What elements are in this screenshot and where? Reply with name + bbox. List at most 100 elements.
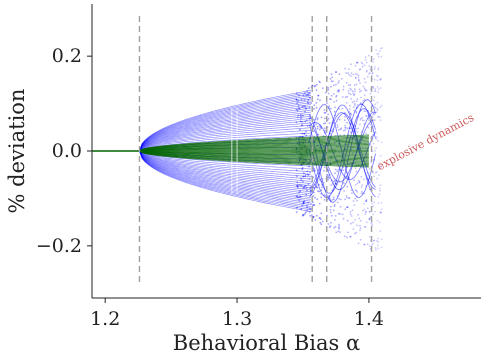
chaotic-point — [304, 110, 306, 113]
chaotic-point — [365, 132, 367, 135]
chaotic-point — [302, 214, 304, 217]
chaotic-point — [336, 90, 339, 93]
chaotic-point — [330, 221, 332, 224]
orbit-curve-inner-lower — [139, 150, 369, 157]
chaotic-point — [323, 117, 326, 120]
chaotic-point — [299, 128, 301, 131]
chaotic-point — [351, 192, 353, 195]
chaotic-point — [338, 223, 340, 226]
chaotic-point — [312, 130, 315, 133]
orbit-curve-outer-upper — [139, 91, 311, 152]
orbit-curve-inner-upper — [139, 145, 369, 152]
orbit-curve-outer-lower — [139, 150, 311, 180]
chaotic-point — [338, 128, 340, 131]
orbit-curve-inner-lower — [139, 150, 369, 154]
chaotic-point — [306, 205, 308, 207]
chaotic-point — [300, 177, 302, 180]
chaotic-point — [326, 102, 328, 105]
chaotic-point — [308, 177, 311, 180]
orbit-curve-outer-lower — [139, 150, 311, 206]
chaotic-point — [355, 127, 357, 130]
chaotic-point — [296, 195, 299, 198]
chaotic-point — [327, 178, 329, 181]
chaotic-point — [377, 140, 380, 143]
chaotic-point — [329, 98, 331, 100]
chaotic-point — [346, 185, 349, 188]
chaotic-point — [332, 180, 335, 183]
chaotic-point — [380, 47, 382, 50]
chaotic-point — [315, 89, 318, 92]
chaotic-point — [303, 200, 306, 203]
chaotic-point — [360, 102, 362, 105]
chaotic-point — [344, 208, 347, 211]
chaotic-point — [379, 116, 382, 118]
chaotic-point — [364, 110, 367, 113]
chaotic-point — [371, 171, 374, 174]
chaotic-point — [368, 235, 371, 238]
chaotic-point — [312, 215, 315, 218]
chaotic-point — [309, 117, 311, 120]
chaotic-point — [353, 232, 356, 235]
chaotic-point — [377, 68, 380, 71]
chaotic-point — [349, 213, 352, 216]
chaotic-point — [357, 242, 360, 245]
chaotic-point — [366, 75, 369, 78]
orbit-curve-outer-upper — [139, 111, 311, 152]
chaotic-point — [313, 204, 316, 206]
chaotic-point — [365, 198, 368, 201]
chaotic-point — [313, 104, 316, 107]
chaotic-point — [350, 222, 352, 225]
chaotic-point — [360, 186, 363, 189]
chaotic-point — [364, 89, 367, 92]
chaotic-point — [344, 67, 347, 70]
chaotic-point — [365, 221, 368, 224]
chaotic-point — [342, 217, 345, 220]
chaotic-point — [353, 88, 356, 90]
chaotic-point — [344, 198, 346, 201]
chaotic-point — [341, 107, 344, 110]
chaotic-point — [360, 89, 363, 92]
chaotic-point — [374, 171, 377, 174]
chaotic-point — [355, 170, 358, 173]
chaotic-point — [353, 94, 355, 96]
chaotic-point — [352, 200, 355, 203]
chaotic-point — [305, 134, 308, 137]
chaotic-point — [312, 204, 315, 207]
chaotic-point — [361, 62, 364, 65]
chaotic-point — [371, 72, 374, 74]
chaotic-point — [356, 62, 358, 64]
chaotic-point — [368, 245, 371, 248]
chaotic-point — [374, 88, 377, 90]
orbit-curve-outer-lower — [139, 150, 311, 173]
chaotic-point — [356, 199, 358, 202]
chaotic-point — [309, 189, 312, 192]
chaotic-point — [377, 52, 380, 55]
chaotic-point — [295, 169, 298, 172]
chaotic-point — [333, 179, 336, 182]
orbit-curve-outer-upper — [139, 102, 311, 152]
chaotic-point — [354, 72, 357, 75]
chaotic-point — [372, 242, 374, 245]
chaotic-point — [324, 111, 327, 114]
chaotic-point — [372, 85, 375, 88]
chaotic-point — [363, 77, 366, 80]
chaotic-point — [351, 90, 354, 93]
chaotic-point — [302, 105, 305, 108]
chaotic-point — [329, 78, 332, 80]
chaotic-point — [380, 77, 382, 80]
chaotic-point — [334, 215, 337, 217]
chaotic-point — [315, 123, 317, 125]
orbit-curve-outer-upper — [139, 93, 311, 152]
chaotic-point — [347, 90, 350, 92]
chaotic-point — [344, 126, 347, 129]
chaotic-point — [378, 88, 380, 91]
chaotic-point — [362, 100, 364, 102]
x-axis-label: Behavioral Bias α — [173, 331, 360, 355]
chaotic-point — [323, 111, 326, 114]
chaotic-point — [338, 118, 341, 121]
chaotic-point — [362, 85, 365, 88]
chaotic-point — [346, 236, 348, 239]
chaotic-point — [307, 99, 310, 101]
chaotic-point — [296, 102, 299, 105]
chaotic-point — [365, 199, 368, 202]
